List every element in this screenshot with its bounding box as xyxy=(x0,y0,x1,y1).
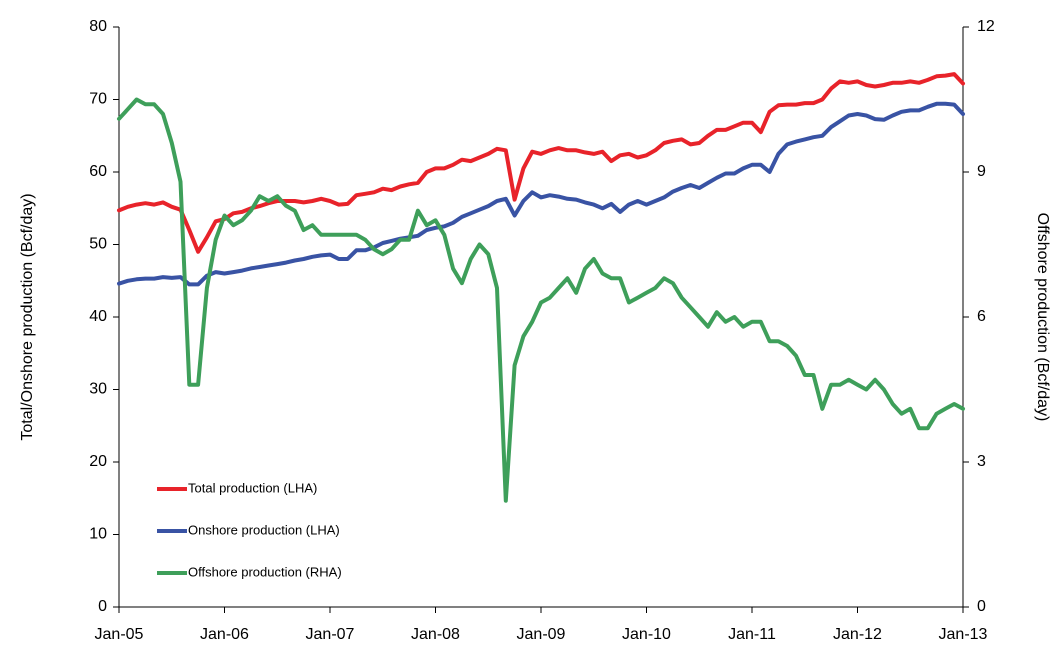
y-tick-label: 20 xyxy=(89,453,107,470)
y2-tick-label: 3 xyxy=(977,453,986,470)
y2-tick-label: 9 xyxy=(977,163,986,180)
y-tick-label: 0 xyxy=(98,598,107,615)
y-tick-label: 80 xyxy=(89,18,107,35)
y2-axis-label: Offshore production (Bcf/day) xyxy=(1034,213,1051,422)
x-tick-label: Jan-13 xyxy=(939,626,988,643)
y-tick-label: 10 xyxy=(89,526,107,543)
x-tick-label: Jan-10 xyxy=(622,626,671,643)
y2-tick-label: 12 xyxy=(977,18,995,35)
y2-tick-label: 6 xyxy=(977,308,986,325)
legend-label: Total production (LHA) xyxy=(188,480,317,495)
y2-tick-label: 0 xyxy=(977,598,986,615)
legend-label: Onshore production (LHA) xyxy=(188,522,340,537)
legend-label: Offshore production (RHA) xyxy=(188,564,342,579)
y-axis-label: Total/Onshore production (Bcf/day) xyxy=(19,193,36,440)
x-tick-label: Jan-11 xyxy=(728,626,776,643)
y-tick-label: 40 xyxy=(89,308,107,325)
series-line xyxy=(117,97,965,503)
y-tick-label: 60 xyxy=(89,163,107,180)
series-line xyxy=(117,101,965,287)
x-tick-label: Jan-12 xyxy=(833,626,882,643)
x-tick-label: Jan-07 xyxy=(306,626,355,643)
y-tick-label: 70 xyxy=(89,91,107,108)
y-tick-label: 30 xyxy=(89,381,107,398)
y-tick-label: 50 xyxy=(89,236,107,253)
series-line xyxy=(117,72,965,254)
x-tick-label: Jan-08 xyxy=(411,626,460,643)
x-tick-label: Jan-06 xyxy=(200,626,249,643)
x-tick-label: Jan-05 xyxy=(95,626,144,643)
x-tick-label: Jan-09 xyxy=(517,626,566,643)
